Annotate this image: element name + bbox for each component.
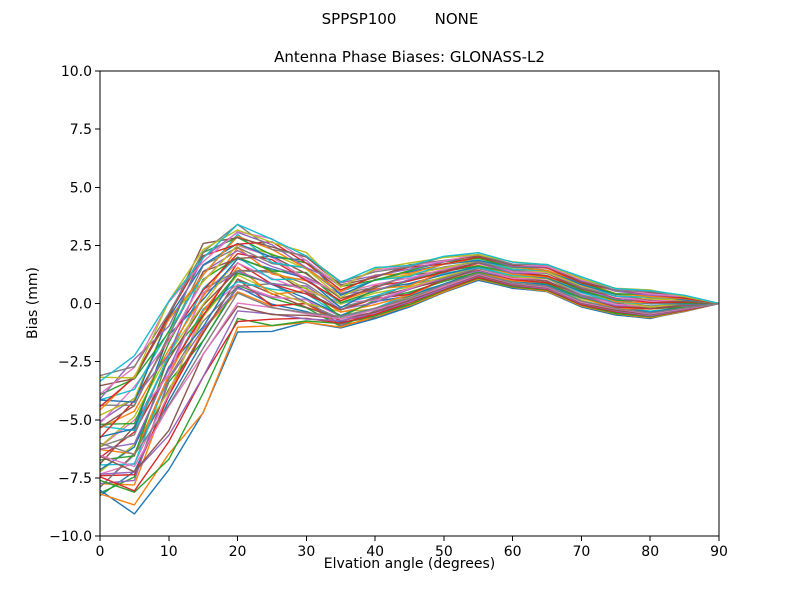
y-tick-label: −5.0 xyxy=(58,413,92,429)
y-axis-ticks: 10.0 7.5 5.0 2.5 0.0 −2.5 −5.0 −7.5 −10.0 xyxy=(49,64,100,545)
x-tick-label: 50 xyxy=(435,544,453,560)
bias-series-line xyxy=(100,223,719,377)
bias-series-line xyxy=(100,256,719,425)
x-tick-label: 30 xyxy=(297,544,315,560)
bias-series-line xyxy=(100,277,719,493)
bias-series-line xyxy=(100,255,719,429)
axes-title: Antenna Phase Biases: GLONASS-L2 xyxy=(274,48,545,66)
y-axis-label: Bias (mm) xyxy=(25,266,41,340)
bias-series-line xyxy=(100,262,719,448)
x-tick-label: 90 xyxy=(710,544,728,560)
bias-series-line xyxy=(100,262,719,459)
bias-series-line xyxy=(100,252,719,439)
y-tick-label: 7.5 xyxy=(70,122,92,138)
y-tick-label: −2.5 xyxy=(58,355,92,371)
x-tick-label: 10 xyxy=(160,544,178,560)
x-tick-label: 60 xyxy=(504,544,522,560)
y-tick-label: 5.0 xyxy=(70,180,92,196)
bias-series-line xyxy=(100,246,719,429)
series-lines xyxy=(100,223,719,515)
x-tick-label: 20 xyxy=(229,544,247,560)
x-tick-label: 70 xyxy=(573,544,591,560)
x-axis-ticks: 0 10 20 30 40 50 60 70 80 90 xyxy=(96,536,728,560)
x-tick-label: 80 xyxy=(641,544,659,560)
x-tick-label: 40 xyxy=(366,544,384,560)
bias-series-line xyxy=(100,223,719,382)
x-tick-label: 0 xyxy=(96,544,105,560)
bias-series-line xyxy=(100,272,719,456)
y-tick-label: 2.5 xyxy=(70,238,92,254)
figure-suptitle: SPPSP100 NONE xyxy=(321,10,479,28)
y-tick-label: 10.0 xyxy=(61,64,92,80)
x-axis-label: Elvation angle (degrees) xyxy=(323,556,496,572)
y-tick-label: −7.5 xyxy=(58,471,92,487)
y-tick-label: −10.0 xyxy=(49,529,92,545)
y-tick-label: 0.0 xyxy=(70,297,92,313)
